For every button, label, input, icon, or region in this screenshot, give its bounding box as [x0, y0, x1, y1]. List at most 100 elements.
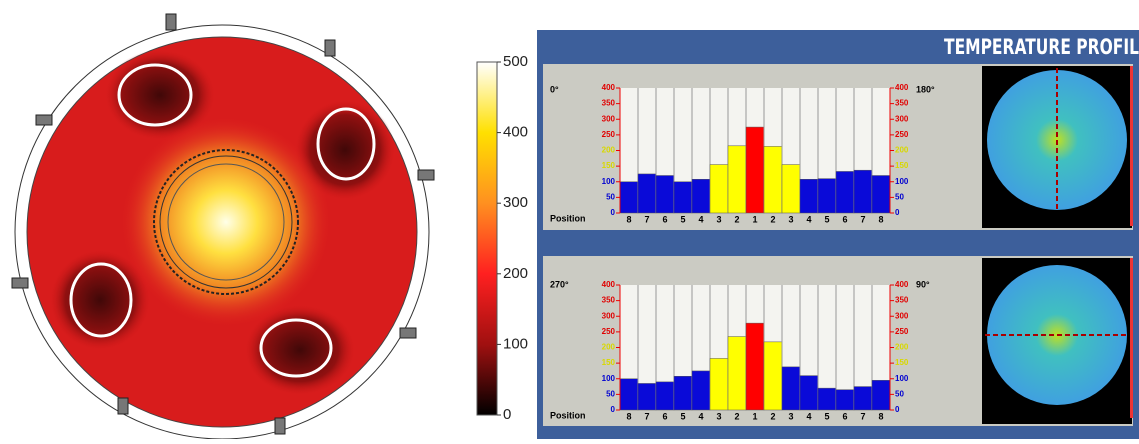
x-tick-label: 8 — [878, 411, 883, 421]
y2-tick-label: 150 — [895, 161, 909, 170]
y2-tick-label: 100 — [895, 177, 909, 186]
x-tick-label: 2 — [770, 214, 775, 224]
bar — [746, 323, 764, 410]
x-tick-label: 2 — [734, 411, 739, 421]
y-tick-label: 400 — [602, 83, 616, 92]
right-label: 180° — [916, 84, 935, 94]
bar — [854, 170, 872, 213]
bar — [620, 379, 638, 410]
x-label: Position — [550, 213, 586, 223]
y2-tick-label: 250 — [895, 327, 909, 336]
y-tick-label: 250 — [602, 130, 616, 139]
x-tick-label: 1 — [752, 411, 757, 421]
heat-map — [12, 14, 434, 439]
x-tick-label: 4 — [806, 214, 811, 224]
y2-tick-label: 50 — [895, 192, 904, 201]
bar — [620, 182, 638, 213]
bar — [818, 179, 836, 213]
y-tick-label: 200 — [602, 146, 616, 155]
x-tick-label: 7 — [860, 214, 865, 224]
colorbar-tick-label: 100 — [503, 335, 528, 352]
y-tick-label: 100 — [602, 374, 616, 383]
bar — [656, 176, 674, 214]
y-tick-label: 400 — [602, 280, 616, 289]
y-tick-label: 200 — [602, 343, 616, 352]
y2-tick-label: 350 — [895, 296, 909, 305]
y2-tick-label: 200 — [895, 146, 909, 155]
bar — [656, 382, 674, 410]
x-tick-label: 3 — [788, 411, 793, 421]
x-tick-label: 5 — [824, 214, 829, 224]
bar — [728, 337, 746, 410]
y2-tick-label: 50 — [895, 389, 904, 398]
bar — [638, 174, 656, 213]
y2-tick-label: 300 — [895, 114, 909, 123]
screen: TEMPERATURE PROFIL 01002003004005000°180… — [0, 0, 1139, 439]
panel-title: TEMPERATURE PROFIL — [944, 35, 1139, 59]
y-tick-label: 50 — [606, 389, 615, 398]
bar — [764, 146, 782, 213]
y2-tick-label: 0 — [895, 405, 900, 414]
y-tick-label: 350 — [602, 99, 616, 108]
y2-tick-label: 400 — [895, 280, 909, 289]
x-tick-label: 3 — [716, 214, 721, 224]
y-tick-label: 0 — [611, 405, 616, 414]
y-tick-label: 150 — [602, 358, 616, 367]
y-tick-label: 250 — [602, 327, 616, 336]
bar — [710, 165, 728, 213]
y-tick-label: 100 — [602, 177, 616, 186]
colorbar-tick-label: 200 — [503, 265, 528, 282]
colorbar-tick-label: 300 — [503, 194, 528, 211]
x-tick-label: 6 — [842, 214, 847, 224]
y2-tick-label: 150 — [895, 358, 909, 367]
bar — [800, 376, 818, 410]
colorbar-tick-label: 0 — [503, 406, 511, 423]
y-tick-label: 150 — [602, 161, 616, 170]
x-tick-label: 6 — [662, 411, 667, 421]
x-tick-label: 2 — [770, 411, 775, 421]
y-tick-label: 50 — [606, 192, 615, 201]
x-tick-label: 8 — [626, 411, 631, 421]
bar — [710, 358, 728, 410]
x-tick-label: 2 — [734, 214, 739, 224]
x-tick-label: 5 — [824, 411, 829, 421]
left-label: 270° — [550, 279, 569, 289]
y-tick-label: 350 — [602, 296, 616, 305]
right-label: 90° — [916, 279, 930, 289]
colorbar-tick-label: 500 — [503, 53, 528, 70]
y-tick-label: 300 — [602, 311, 616, 320]
bar — [872, 176, 890, 214]
y-tick-label: 0 — [611, 208, 616, 217]
bar — [782, 165, 800, 213]
bar — [836, 171, 854, 213]
x-tick-label: 4 — [698, 214, 703, 224]
x-tick-label: 3 — [716, 411, 721, 421]
y2-tick-label: 300 — [895, 311, 909, 320]
x-tick-label: 8 — [626, 214, 631, 224]
x-tick-label: 6 — [662, 214, 667, 224]
x-tick-label: 4 — [698, 411, 703, 421]
colorbar-tick-label: 400 — [503, 124, 528, 141]
y2-tick-label: 350 — [895, 99, 909, 108]
x-tick-label: 5 — [680, 411, 685, 421]
left-label: 0° — [550, 84, 559, 94]
y2-tick-label: 200 — [895, 343, 909, 352]
bar — [782, 367, 800, 410]
x-tick-label: 6 — [842, 411, 847, 421]
bar — [818, 388, 836, 410]
bar — [674, 376, 692, 410]
colorbar — [477, 62, 497, 415]
bar — [836, 390, 854, 410]
bar — [638, 383, 656, 410]
bar — [692, 371, 710, 410]
bar — [764, 342, 782, 410]
bar — [872, 380, 890, 410]
bar — [746, 127, 764, 213]
y2-tick-label: 400 — [895, 83, 909, 92]
y2-tick-label: 0 — [895, 208, 900, 217]
bar — [692, 179, 710, 213]
y2-tick-label: 250 — [895, 130, 909, 139]
bar — [674, 182, 692, 213]
x-tick-label: 7 — [644, 214, 649, 224]
y2-tick-label: 100 — [895, 374, 909, 383]
